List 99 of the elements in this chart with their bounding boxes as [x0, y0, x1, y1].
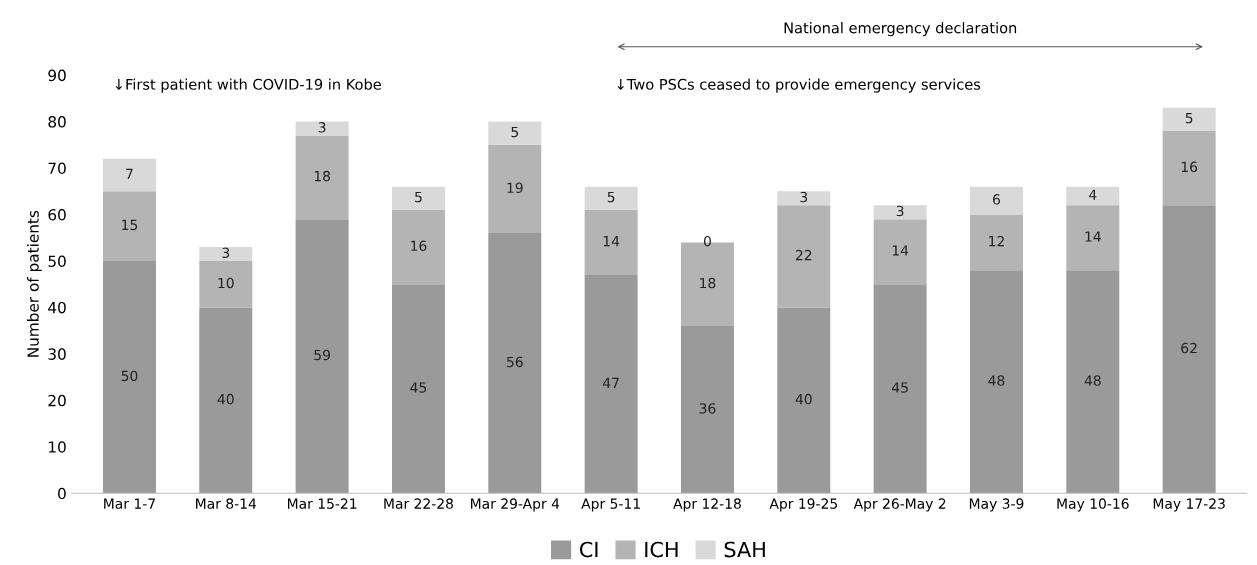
bar [777, 191, 831, 206]
data-label: 12 [989, 235, 1004, 247]
bar [295, 135, 349, 220]
data-label: 5 [415, 191, 422, 203]
annotation: ↓First patient with COVID-19 in Kobe [115, 78, 381, 93]
data-label: 3 [800, 191, 808, 203]
bar [1066, 186, 1120, 206]
data-label: 3 [896, 205, 904, 217]
y-tick-label: 80 [48, 116, 66, 128]
data-label: 3 [222, 247, 230, 259]
data-label: 59 [314, 349, 330, 361]
data-label: 5 [511, 126, 518, 138]
data-label: 15 [122, 219, 138, 231]
y-axis-title: Number of patients [27, 210, 42, 357]
data-label: 7 [126, 168, 133, 179]
data-label: 14 [892, 245, 909, 256]
bar [584, 186, 638, 210]
x-tick-label: Mar 1-7 [104, 498, 155, 509]
data-label: 16 [1181, 161, 1198, 173]
y-tick-label: 70 [48, 162, 66, 175]
data-label: 14 [603, 236, 620, 247]
bar [1066, 270, 1120, 494]
data-label: 18 [700, 277, 716, 289]
bar [777, 307, 831, 494]
data-label: 5 [1185, 112, 1193, 124]
data-label: 45 [891, 382, 908, 393]
bar [1162, 205, 1216, 494]
bar [199, 260, 253, 308]
bar [680, 326, 734, 494]
bar [391, 284, 445, 494]
bar [584, 274, 638, 494]
y-tick-label: 40 [48, 301, 66, 314]
data-label: 10 [218, 277, 234, 289]
bar [969, 186, 1023, 215]
x-tick-label: Apr 19-25 [769, 498, 837, 512]
y-tick-label: 90 [48, 69, 66, 82]
bar [1162, 107, 1216, 131]
data-label: 0 [703, 235, 711, 247]
y-tick-label: 10 [49, 441, 66, 453]
data-label: 40 [795, 393, 812, 405]
legend-label: SAH [724, 541, 765, 558]
data-label: 18 [314, 170, 331, 182]
data-label: 3 [318, 122, 326, 133]
x-tick-label: May 17-23 [1153, 498, 1225, 512]
x-tick-label: Apr 5-11 [581, 498, 640, 512]
y-tick-label: 30 [48, 348, 66, 360]
bar [873, 284, 927, 494]
bar [199, 247, 253, 261]
data-label: 56 [507, 356, 523, 368]
x-tick-label: May 3-9 [969, 498, 1024, 512]
bar [102, 191, 156, 261]
data-label: 48 [1084, 375, 1101, 386]
y-tick-label: 0 [58, 487, 66, 500]
bar [873, 219, 927, 285]
bar [102, 260, 156, 494]
bar [1066, 205, 1120, 271]
data-label: 50 [121, 370, 138, 382]
data-label: 45 [410, 382, 427, 393]
data-label: 14 [1085, 231, 1101, 242]
bar [969, 214, 1023, 271]
x-tick-label: Mar 15-21 [288, 498, 357, 509]
bar [391, 209, 445, 285]
bar [777, 205, 831, 308]
data-label: 5 [607, 191, 615, 203]
data-label: 36 [699, 403, 716, 414]
legend-label: ICH [645, 541, 678, 558]
bar [969, 270, 1023, 494]
x-tick-label: Mar 8-14 [196, 498, 257, 509]
bar [295, 121, 349, 136]
x-tick-label: Apr 12-18 [673, 498, 741, 512]
data-label: 19 [507, 182, 523, 193]
bar [102, 158, 156, 192]
data-label: 6 [993, 194, 1001, 205]
bar [873, 205, 927, 220]
x-tick-label: Mar 29-Apr 4 [471, 498, 560, 512]
bar [295, 219, 349, 494]
data-label: 40 [217, 393, 234, 405]
data-label: 48 [988, 375, 1005, 386]
data-label: 47 [602, 377, 619, 388]
data-label: 16 [411, 240, 427, 252]
y-tick-label: 50 [48, 255, 66, 267]
bar [199, 307, 253, 494]
bar [488, 121, 542, 145]
legend-label: CI [579, 541, 598, 558]
data-label: 62 [1181, 342, 1197, 354]
text: National emergency declaration [784, 22, 1017, 37]
x-tick-label: May 10-16 [1057, 498, 1129, 512]
annotation: ↓Two PSCs ceased to provide emergency services [617, 78, 981, 93]
bar [488, 144, 542, 234]
y-tick-label: 20 [48, 394, 66, 407]
data-label: 22 [795, 249, 812, 261]
bar [584, 209, 638, 275]
bar [391, 186, 445, 210]
data-label: 4 [1089, 189, 1097, 200]
bar [1162, 130, 1216, 206]
bar [488, 233, 542, 494]
y-tick-label: 60 [48, 208, 66, 221]
x-tick-label: Mar 22-28 [384, 498, 453, 509]
x-tick-label: Apr 26-May 2 [853, 498, 946, 512]
